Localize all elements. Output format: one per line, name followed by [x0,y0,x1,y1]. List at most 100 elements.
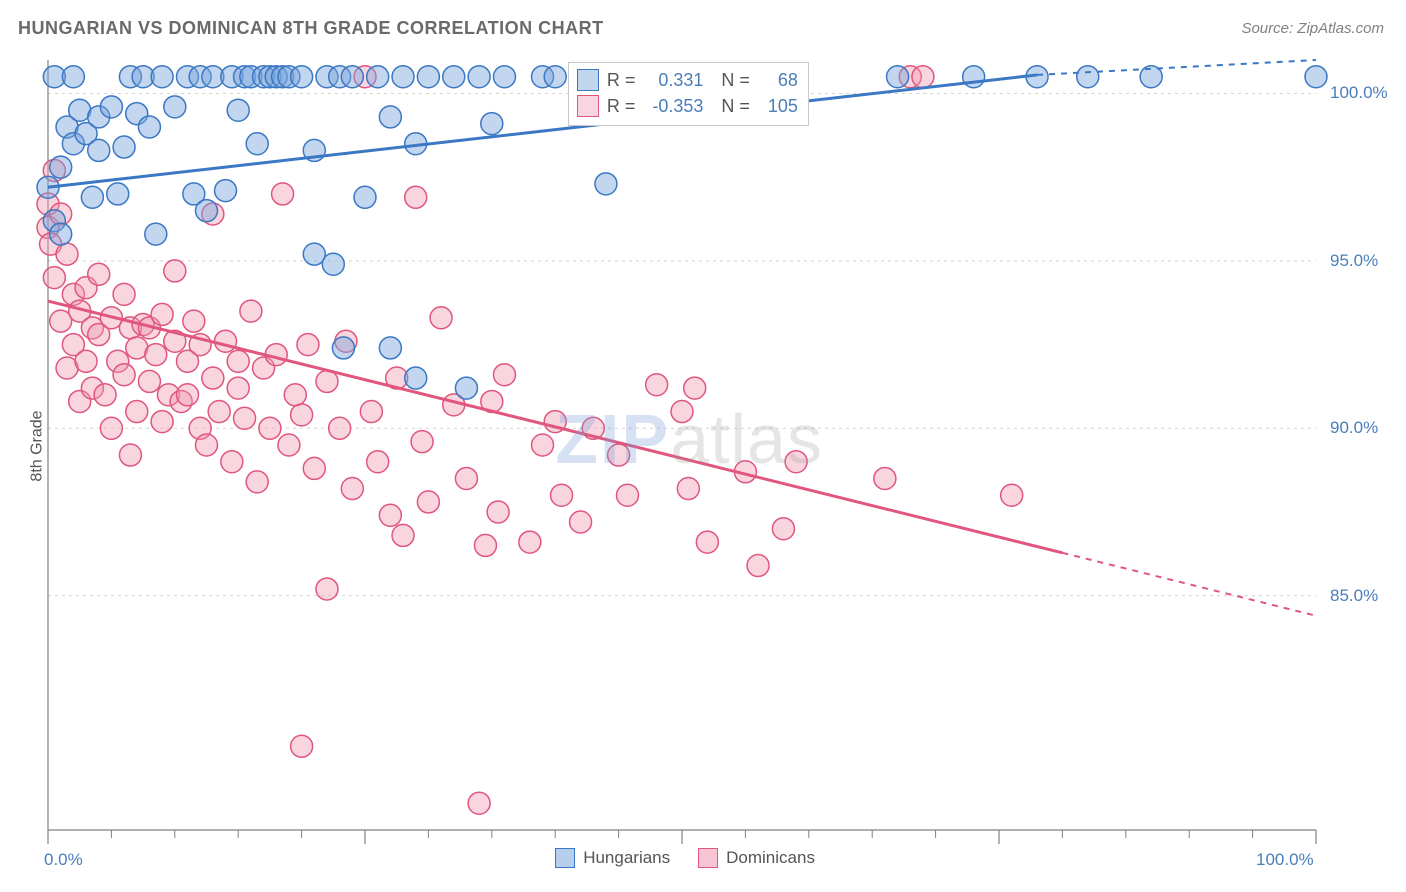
scatter-point [215,180,237,202]
legend-row: R = -0.353 N = 105 [577,93,798,119]
scatter-point [227,377,249,399]
legend-r-value: 0.331 [643,70,703,91]
scatter-point [183,310,205,332]
legend-r-value: -0.353 [643,96,703,117]
scatter-point [62,66,84,88]
legend-n-label: N = [721,96,750,117]
scatter-point [468,792,490,814]
scatter-point [671,401,693,423]
scatter-point [405,367,427,389]
scatter-point [291,404,313,426]
scatter-point [278,434,300,456]
scatter-point [481,113,503,135]
scatter-point [392,524,414,546]
scatter-point [291,735,313,757]
scatter-point [113,364,135,386]
scatter-point [1077,66,1099,88]
scatter-point [341,478,363,500]
scatter-point [367,451,389,473]
scatter-point [196,200,218,222]
scatter-point [519,531,541,553]
scatter-point [145,223,167,245]
scatter-point [221,451,243,473]
scatter-point [126,401,148,423]
scatter-point [164,260,186,282]
scatter-point [595,173,617,195]
scatter-point [138,116,160,138]
scatter-point [100,417,122,439]
scatter-point [145,344,167,366]
scatter-point [379,106,401,128]
legend-label: Dominicans [726,848,815,868]
scatter-point [94,384,116,406]
scatter-point [164,96,186,118]
legend-item: Hungarians [555,848,670,868]
legend-row: R =0.331N =68 [577,67,798,93]
scatter-point [43,267,65,289]
scatter-point [50,156,72,178]
scatter-point [616,484,638,506]
y-tick-label: 85.0% [1330,586,1378,606]
legend-r-label: R = [607,96,636,117]
scatter-point [874,467,896,489]
scatter-point [443,66,465,88]
scatter-point [379,504,401,526]
legend-swatch [698,848,718,868]
scatter-point [151,303,173,325]
scatter-point [551,484,573,506]
scatter-point [747,555,769,577]
scatter-point [532,434,554,456]
y-tick-label: 100.0% [1330,83,1388,103]
scatter-point [75,350,97,372]
scatter-point [303,457,325,479]
scatter-point [88,139,110,161]
scatter-point [608,444,630,466]
scatter-point [379,337,401,359]
scatter-point [151,66,173,88]
scatter-point [322,253,344,275]
scatter-point [272,183,294,205]
scatter-point [493,66,515,88]
legend-n-value: 105 [758,96,798,117]
legend-n-value: 68 [758,70,798,91]
correlation-legend: R = 0.331 N = 68R = -0.353 N = 105 [568,62,809,126]
legend-label: Hungarians [583,848,670,868]
scatter-point [912,66,934,88]
scatter-point [354,186,376,208]
scatter-point [151,411,173,433]
scatter-point [360,401,382,423]
scatter-point [234,407,256,429]
scatter-point [227,350,249,372]
scatter-point [684,377,706,399]
scatter-point [411,431,433,453]
legend-swatch [577,69,599,91]
legend-item: Dominicans [698,848,815,868]
scatter-point [113,136,135,158]
scatter-point [417,66,439,88]
legend-n-label: N = [721,70,750,91]
scatter-point [367,66,389,88]
scatter-point [646,374,668,396]
scatter-point [246,471,268,493]
scatter-point [107,183,129,205]
scatter-point [417,491,439,513]
scatter-point [455,467,477,489]
scatter-point [772,518,794,540]
scatter-point [430,307,452,329]
scatter-point [887,66,909,88]
scatter-point [341,66,363,88]
scatter-point [468,66,490,88]
scatter-point [405,186,427,208]
scatter-point [570,511,592,533]
scatter-point [56,243,78,265]
scatter-point [138,370,160,392]
correlation-chart [0,0,1406,892]
scatter-point [202,367,224,389]
scatter-point [240,300,262,322]
scatter-point [196,434,218,456]
scatter-point [544,66,566,88]
scatter-point [329,417,351,439]
x-tick-label: 0.0% [44,850,83,870]
scatter-point [227,99,249,121]
scatter-point [455,377,477,399]
